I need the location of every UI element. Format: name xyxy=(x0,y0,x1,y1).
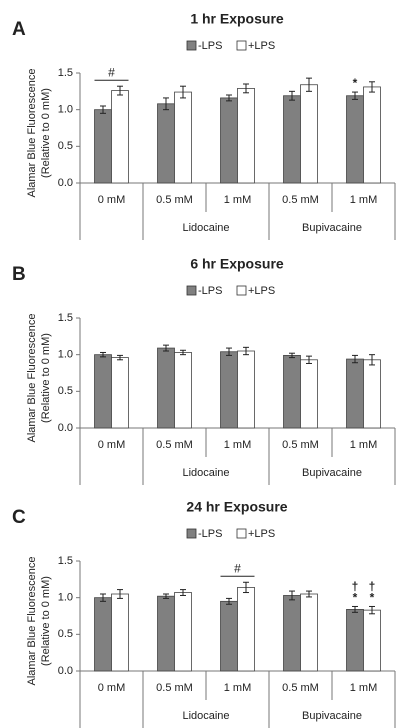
bar xyxy=(283,95,301,184)
y-axis-label: Alamar Blue Fluorescence xyxy=(26,68,38,197)
panel-label: B xyxy=(12,264,26,285)
y-tick-label: 1.0 xyxy=(58,104,73,116)
bar xyxy=(157,103,175,184)
legend-swatch xyxy=(236,528,247,539)
significance-marker: * xyxy=(370,591,375,605)
x-group-label: Lidocaine xyxy=(182,467,229,479)
x-tick-label: 1 mM xyxy=(350,439,378,451)
panel-label: A xyxy=(12,19,26,40)
bar xyxy=(220,97,238,184)
bar xyxy=(237,587,255,672)
bar xyxy=(94,354,112,429)
panel: C 24 hr Exposure -LPS +LPS Alamar Blue Fluor… xyxy=(12,499,396,728)
legend-swatch xyxy=(186,285,197,296)
bar xyxy=(300,84,318,184)
bar xyxy=(283,595,301,672)
x-tick-label: 1 mM xyxy=(224,439,252,451)
bar xyxy=(174,91,192,184)
y-tick-label: 1.5 xyxy=(58,555,73,567)
bar xyxy=(157,595,175,672)
legend-label: +LPS xyxy=(248,40,275,52)
significance-marker: * xyxy=(353,76,358,90)
y-tick-label: 1.5 xyxy=(58,312,73,324)
x-tick-label: 0 mM xyxy=(98,682,126,694)
bar xyxy=(111,593,129,672)
bar xyxy=(237,88,255,184)
x-tick-label: 1 mM xyxy=(350,194,378,206)
x-group-label: Lidocaine xyxy=(182,710,229,722)
x-tick-label: 0.5 mM xyxy=(156,194,193,206)
bar xyxy=(220,600,238,672)
y-axis-label: Alamar Blue Fluorescence xyxy=(26,556,38,685)
bar xyxy=(237,350,255,429)
y-tick-label: 0.5 xyxy=(58,140,73,152)
y-tick-label: 0.5 xyxy=(58,628,73,640)
bar xyxy=(94,109,112,184)
bar xyxy=(300,359,318,429)
y-axis-label: (Relative to 0 mM) xyxy=(40,576,52,666)
legend-label: -LPS xyxy=(198,528,222,540)
legend-swatch xyxy=(186,528,197,539)
x-tick-label: 0 mM xyxy=(98,439,126,451)
bar xyxy=(346,95,364,184)
legend-swatch xyxy=(236,285,247,296)
x-group-label: Bupivacaine xyxy=(302,467,362,479)
x-group-label: Lidocaine xyxy=(182,222,229,234)
x-tick-label: 1 mM xyxy=(224,194,252,206)
bar xyxy=(346,609,364,672)
chart-title: 6 hr Exposure xyxy=(190,256,284,272)
x-tick-label: 0.5 mM xyxy=(282,194,319,206)
bar xyxy=(94,597,112,672)
x-tick-label: 0.5 mM xyxy=(282,682,319,694)
legend-swatch xyxy=(186,40,197,51)
legend-label: -LPS xyxy=(198,40,222,52)
x-tick-label: 1 mM xyxy=(350,682,378,694)
bar xyxy=(363,86,381,184)
significance-marker: # xyxy=(234,561,241,575)
bar xyxy=(157,347,175,429)
x-group-label: Bupivacaine xyxy=(302,222,362,234)
bar xyxy=(363,609,381,672)
legend-label: -LPS xyxy=(198,285,222,297)
bar xyxy=(111,357,129,429)
significance-marker: † xyxy=(352,580,359,594)
x-tick-label: 0.5 mM xyxy=(156,682,193,694)
panel: B 6 hr Exposure -LPS +LPS Alamar Blue Fluore… xyxy=(12,256,396,485)
bar xyxy=(174,592,192,672)
x-tick-label: 1 mM xyxy=(224,682,252,694)
y-tick-label: 0.0 xyxy=(58,177,73,189)
x-tick-label: 0.5 mM xyxy=(282,439,319,451)
chart-title: 24 hr Exposure xyxy=(186,499,287,515)
bar xyxy=(174,352,192,429)
bar xyxy=(346,358,364,429)
panel-label: C xyxy=(12,507,26,528)
bar xyxy=(111,90,129,184)
significance-marker: # xyxy=(108,65,115,79)
significance-marker: † xyxy=(369,580,376,594)
y-tick-label: 1.5 xyxy=(58,67,73,79)
bar xyxy=(283,354,301,429)
y-tick-label: 0.5 xyxy=(58,385,73,397)
y-tick-label: 0.0 xyxy=(58,665,73,677)
legend-swatch xyxy=(236,40,247,51)
y-tick-label: 0.0 xyxy=(58,422,73,434)
y-axis-label: Alamar Blue Fluorescence xyxy=(26,313,38,442)
bar xyxy=(300,593,318,672)
bar xyxy=(363,359,381,429)
x-tick-label: 0.5 mM xyxy=(156,439,193,451)
y-axis-label: (Relative to 0 mM) xyxy=(40,333,52,423)
y-axis-label: (Relative to 0 mM) xyxy=(40,88,52,178)
x-group-label: Bupivacaine xyxy=(302,710,362,722)
y-tick-label: 1.0 xyxy=(58,349,73,361)
significance-marker: * xyxy=(353,591,358,605)
y-tick-label: 1.0 xyxy=(58,592,73,604)
chart-title: 1 hr Exposure xyxy=(190,11,284,27)
legend-label: +LPS xyxy=(248,528,275,540)
panel: A 1 hr Exposure -LPS +LPS Alamar Blue Fluore… xyxy=(12,11,396,240)
legend-label: +LPS xyxy=(248,285,275,297)
x-tick-label: 0 mM xyxy=(98,194,126,206)
bar xyxy=(220,351,238,429)
